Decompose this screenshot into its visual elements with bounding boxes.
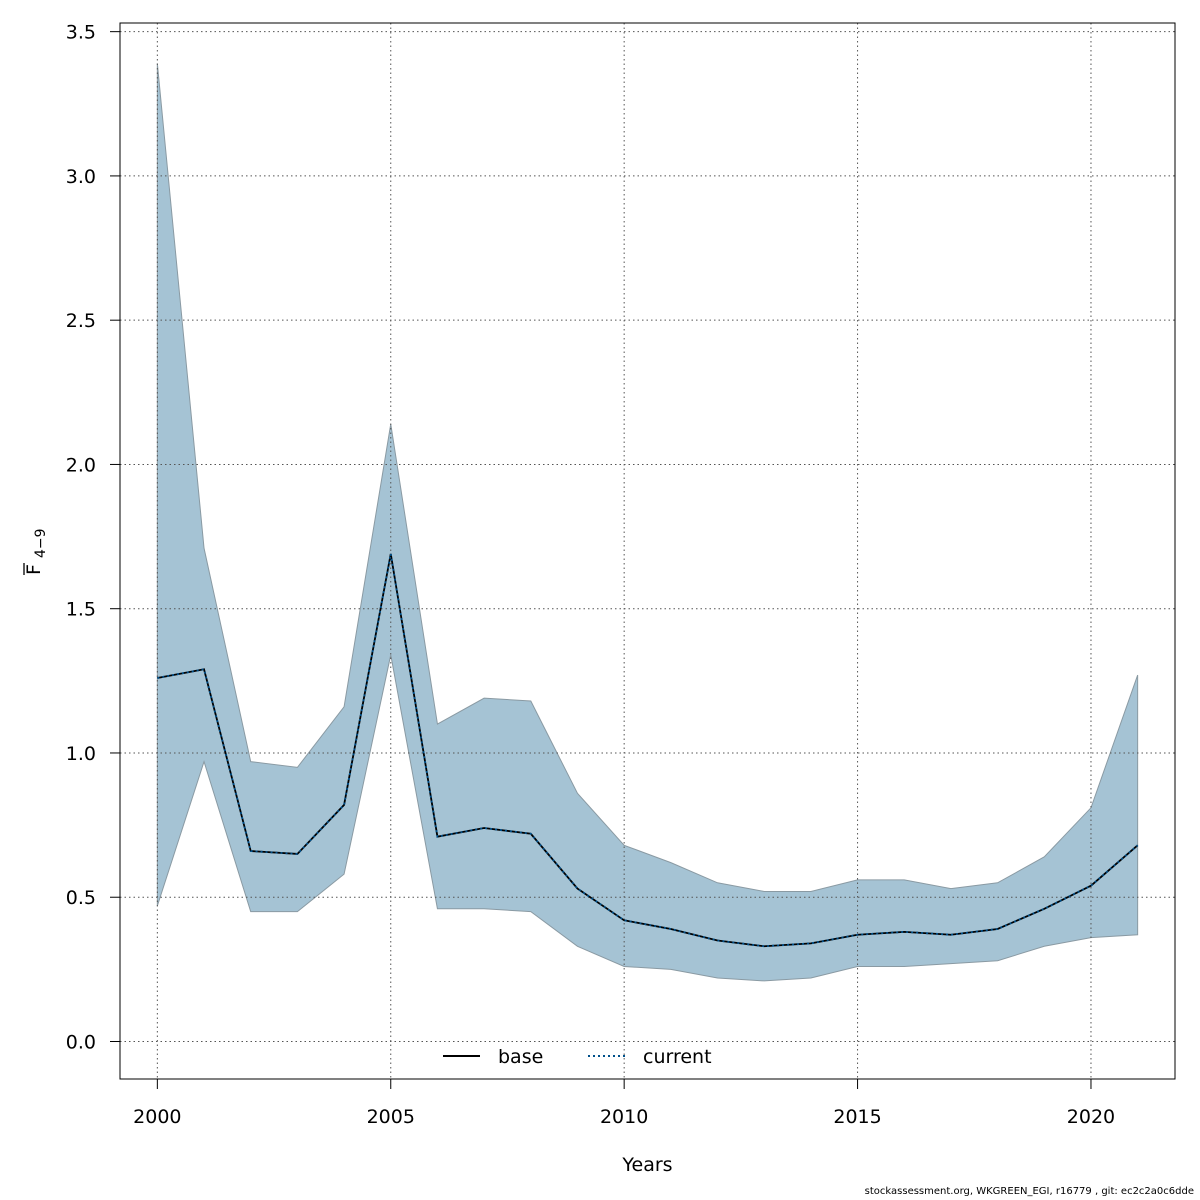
y-axis-title-subscript: 4−9 (33, 528, 49, 558)
y-axis-title-main: F (23, 564, 45, 575)
footer-note: stockassessment.org, WKGREEN_EGI, r16779… (864, 1186, 1194, 1197)
legend-item-current: current (588, 1046, 712, 1068)
svg-text:F 4−9: F 4−9 (23, 528, 49, 575)
grid-layer (120, 23, 1175, 1079)
confidence-band (156, 63, 1139, 982)
x-tick-label-2010: 2010 (600, 1106, 648, 1128)
x-tick-label-2000: 2000 (133, 1106, 181, 1128)
x-axis-title: Years (621, 1154, 672, 1176)
confidence-band-layer (156, 63, 1139, 982)
x-tick-label-2005: 2005 (367, 1106, 415, 1128)
legend-label-current: current (643, 1046, 712, 1068)
legend-item-base: base (443, 1046, 543, 1068)
legend-label-base: base (498, 1046, 543, 1068)
y-tick-label-2: 1.0 (66, 743, 96, 765)
series-layer (157, 553, 1139, 948)
y-tick-label-0: 0.0 (66, 1031, 96, 1053)
y-tick-label-1: 0.5 (66, 887, 96, 909)
y-tick-label-3: 1.5 (66, 599, 96, 621)
y-tick-label-7: 3.5 (66, 22, 96, 44)
legend: base current (443, 1046, 712, 1068)
y-tick-label-5: 2.5 (66, 310, 96, 332)
x-tick-label-2015: 2015 (833, 1106, 881, 1128)
series-line-current (157, 553, 1139, 948)
x-tick-label-2020: 2020 (1067, 1106, 1115, 1128)
axis-layer: 2000 2005 2010 2015 2020 0.0 0.5 1.0 1.5 2.0 2.5 3.… (66, 22, 1115, 1128)
y-tick-label-6: 3.0 (66, 166, 96, 188)
y-axis-title: F 4−9 (23, 528, 49, 575)
y-tick-label-4: 2.0 (66, 454, 96, 476)
